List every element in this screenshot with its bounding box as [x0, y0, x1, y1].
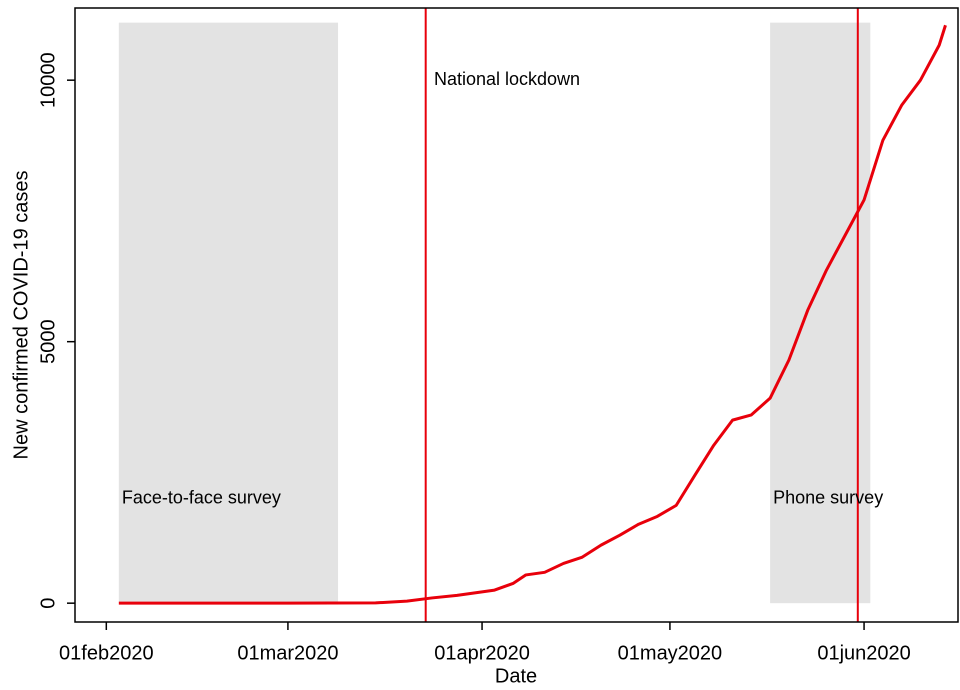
annotation: National lockdown	[434, 69, 580, 89]
x-tick-label: 01jun2020	[817, 642, 910, 664]
band-label: Face-to-face survey	[122, 487, 281, 507]
survey-band	[118, 22, 339, 604]
plot-area	[118, 8, 947, 622]
data-line	[118, 24, 947, 605]
plot-frame	[74, 7, 959, 623]
y-axis-title: New confirmed COVID-19 cases	[10, 171, 32, 460]
x-tick-label: 01feb2020	[59, 642, 154, 664]
x-tick-label: 01may2020	[618, 642, 723, 664]
x-tick-label: 01apr2020	[434, 642, 530, 664]
x-axis-title: Date	[495, 665, 537, 687]
x-tick-label: 01mar2020	[237, 642, 338, 664]
y-tick-label: 5000	[37, 319, 59, 364]
survey-band	[770, 22, 871, 604]
band-label: Phone survey	[773, 487, 883, 507]
y-tick-label: 0	[37, 598, 59, 609]
y-tick-label: 10000	[37, 52, 59, 108]
